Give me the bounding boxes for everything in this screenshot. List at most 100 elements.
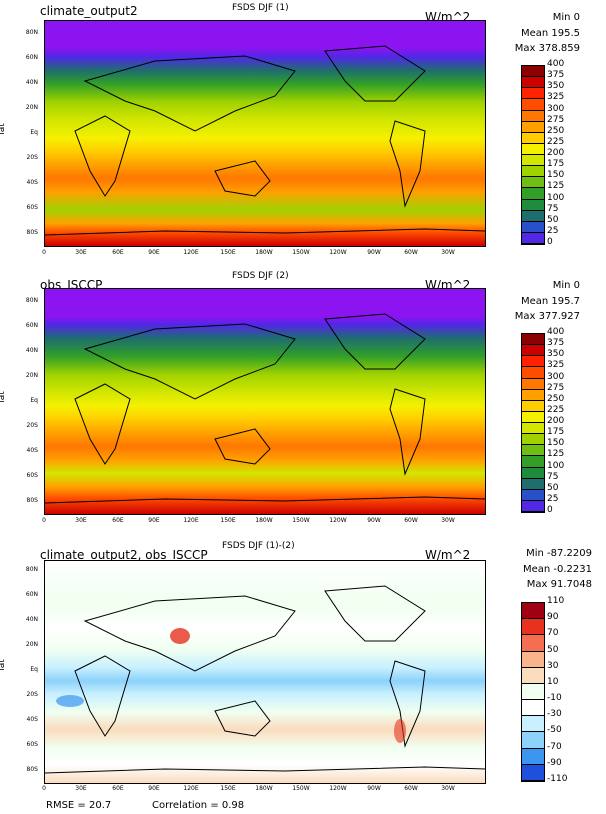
colorbar-swatch [522,155,544,167]
colorbar [521,333,545,513]
colorbar-tick-label: -10 [547,693,562,704]
xtick-label: 60E [112,517,124,524]
ytick-label: 20S [26,154,38,161]
colorbar-swatch [522,188,544,200]
colorbar-tick-label: 200 [547,148,565,158]
ytick-label: 60N [25,54,38,61]
colorbar-tick-label: -30 [547,709,562,720]
colorbar-tick-label: 125 [547,181,565,192]
colorbar-swatch [522,143,544,155]
ytick-label: 80N [25,29,38,36]
colorbar-swatch [522,221,544,233]
stat-max: Max 378.859 [514,43,580,54]
colorbar-tick-label: 70 [547,628,559,639]
colorbar-tick-label: 50 [547,644,559,655]
ytick-label: 20S [26,691,38,698]
colorbar-tick-label: 375 [547,70,565,81]
ytick-label: 20S [26,422,38,429]
colorbar-swatch [522,400,544,412]
units-label: W/m^2 [425,548,471,562]
ytick-label: 20N [25,372,38,379]
colorbar-swatch [522,456,544,468]
ytick-label: Eq [30,129,38,136]
colorbar-tick-label: 25 [547,225,559,236]
colorbar-swatch [522,367,544,379]
map-field [44,288,486,515]
colorbar [521,65,545,245]
colorbar-swatch [522,232,544,244]
xtick-label: 150W [292,785,310,792]
stat-min: Min 0 [552,12,580,23]
stat-min: Min -87.2209 [526,548,592,559]
colorbar-swatch [522,764,544,781]
colorbar-tick-label: 400 [547,327,565,337]
colorbar-swatch [522,732,544,749]
xtick-label: 90E [148,249,160,256]
colorbar-swatch [522,121,544,133]
colorbar-tick-label: 250 [547,393,565,404]
colorbar-tick-label: 50 [547,214,559,225]
colorbar-tick-label: 100 [547,192,565,203]
colorbar-swatch [522,334,544,346]
colorbar-swatch [522,445,544,457]
colorbar-tick-label: 225 [547,136,565,147]
colorbar-swatch [522,177,544,189]
colorbar-swatch [522,635,544,652]
xtick-label: 60E [112,785,124,792]
xtick-label: 30E [75,249,87,256]
colorbar-swatch [522,411,544,423]
colorbar-tick-label: 175 [547,427,565,438]
panel-climate: climate_output2 FSDS DJF (1) W/m^2 Min 0… [0,0,606,268]
ytick-label: 20N [25,641,38,648]
colorbar-tick-label: 300 [547,371,565,382]
ytick-label: 40N [25,616,38,623]
ytick-label: 80N [25,566,38,573]
xtick-label: 180W [255,249,273,256]
stat-max: Max 91.7048 [526,579,592,590]
xtick-label: 150E [220,517,236,524]
colorbar-swatch [522,748,544,765]
colorbar-swatch [522,478,544,490]
y-axis-label: lat [0,123,7,135]
colorbar-swatch [522,716,544,733]
correlation-label: Correlation = 0.98 [152,800,245,811]
xtick-label: 60E [112,249,124,256]
xtick-label: 30W [441,517,455,524]
ytick-label: 40S [26,447,38,454]
ytick-label: 20N [25,104,38,111]
colorbar-tick-label: 25 [547,493,559,504]
colorbar-tick-label: 30 [547,660,559,671]
colorbar-swatch [522,356,544,368]
colorbar-tick-label: 0 [547,237,553,247]
colorbar-tick-label: 275 [547,382,565,393]
colorbar-tick-label: 325 [547,360,565,371]
colorbar-swatch [522,88,544,100]
ytick-label: 80S [26,766,38,773]
colorbar-tick-label: 250 [547,125,565,136]
colorbar-swatch [522,166,544,178]
colorbar-swatch [522,77,544,89]
xtick-label: 120E [183,517,199,524]
ytick-label: 80S [26,229,38,236]
colorbar-swatch [522,489,544,501]
stat-mean: Mean 195.5 [520,28,580,39]
colorbar-tick-label: 150 [547,170,565,181]
case-name: climate_output2, obs_ISCCP [40,548,208,562]
xtick-label: 0 [42,249,46,256]
colorbar-tick-label: 10 [547,676,559,687]
xtick-label: 30W [441,785,455,792]
ytick-label: Eq [30,666,38,673]
xtick-label: 150W [292,517,310,524]
xtick-label: 90W [367,785,381,792]
colorbar-tick-label: 150 [547,438,565,449]
panel-difference: climate_output2, obs_ISCCP FSDS DJF (1)-… [0,536,606,811]
xtick-label: 180W [255,517,273,524]
colorbar-tick-label: -50 [547,725,562,736]
xtick-label: 150W [292,249,310,256]
ytick-label: 40N [25,79,38,86]
rmse-label: RMSE = 20.7 [46,800,112,811]
colorbar-swatch [522,603,544,620]
xtick-label: 30E [75,517,87,524]
xtick-label: 60W [404,249,418,256]
colorbar-swatch [522,110,544,122]
